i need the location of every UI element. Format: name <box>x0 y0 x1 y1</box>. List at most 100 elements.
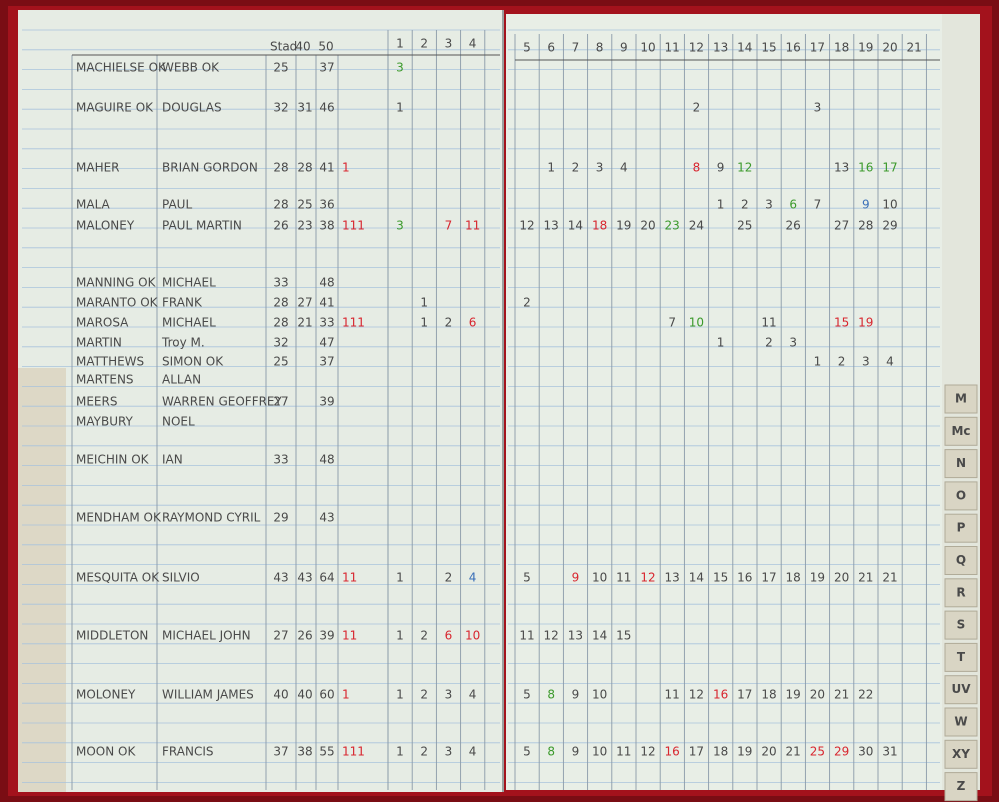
entry: 11 <box>761 316 776 330</box>
value-50: 36 <box>319 198 334 212</box>
index-tab-label[interactable]: XY <box>952 747 970 761</box>
entry: 5 <box>523 745 531 759</box>
column-header: 12 <box>689 41 704 55</box>
index-tab <box>944 707 978 737</box>
column-header: 5 <box>523 41 531 55</box>
column-header: 16 <box>786 41 801 55</box>
entry: 16 <box>858 161 873 175</box>
entry: 3 <box>814 101 822 115</box>
entry: 16 <box>665 745 680 759</box>
value-50: 43 <box>319 511 334 525</box>
value-50: 33 <box>319 316 334 330</box>
entry: 13 <box>665 571 680 585</box>
entry: 20 <box>810 688 825 702</box>
entry: 12 <box>544 629 559 643</box>
entry: 4 <box>620 161 628 175</box>
entry: 30 <box>858 745 873 759</box>
entry: 3 <box>445 745 453 759</box>
index-tab-label[interactable]: M <box>955 392 967 406</box>
given-name: MICHAEL <box>162 276 216 290</box>
index-tab-label[interactable]: W <box>954 715 967 729</box>
entry: 3 <box>862 355 870 369</box>
value-50: 38 <box>319 219 334 233</box>
header-stad: Stad <box>270 40 297 54</box>
entry: 1 <box>814 355 822 369</box>
entry: 7 <box>814 198 822 212</box>
given-name: BRIAN GORDON <box>162 161 258 175</box>
given-name: WEBB OK <box>162 61 220 75</box>
mark: 1 <box>342 688 350 702</box>
stad: 27 <box>273 395 288 409</box>
entry: 19 <box>810 571 825 585</box>
entry: 1 <box>396 688 404 702</box>
index-tab-label[interactable]: T <box>957 650 966 664</box>
column-header: 8 <box>596 41 604 55</box>
entry: 1 <box>396 745 404 759</box>
index-tab-label[interactable]: N <box>956 456 966 470</box>
index-tab-label[interactable]: O <box>956 488 966 502</box>
value-50: 39 <box>319 395 334 409</box>
index-tab-label[interactable]: UV <box>951 682 971 696</box>
entry: 6 <box>789 198 797 212</box>
entry: 4 <box>469 571 477 585</box>
value-40: 43 <box>297 571 312 585</box>
index-tab <box>944 449 978 479</box>
index-tab <box>944 481 978 511</box>
column-header: 14 <box>737 41 752 55</box>
index-tab-label[interactable]: P <box>957 521 966 535</box>
entry: 10 <box>592 571 607 585</box>
entry: 13 <box>544 219 559 233</box>
entry: 10 <box>465 629 480 643</box>
stad: 28 <box>273 316 288 330</box>
entry: 13 <box>568 629 583 643</box>
stad: 25 <box>273 355 288 369</box>
index-tab <box>944 416 978 446</box>
column-header: 3 <box>445 37 453 51</box>
column-header: 21 <box>907 41 922 55</box>
index-tab-label[interactable]: Z <box>957 779 966 793</box>
entry: 19 <box>858 316 873 330</box>
given-name: MICHAEL <box>162 316 216 330</box>
surname: MENDHAM OK <box>76 511 162 525</box>
entry: 5 <box>523 688 531 702</box>
index-tab-label[interactable]: R <box>956 585 965 599</box>
index-tab <box>944 610 978 640</box>
index-tab-label[interactable]: S <box>957 618 966 632</box>
entry: 7 <box>445 219 453 233</box>
column-header: 2 <box>420 37 428 51</box>
entry: 2 <box>445 571 453 585</box>
index-tab-label[interactable]: Q <box>956 553 966 567</box>
index-tab <box>944 513 978 543</box>
mark: 11 <box>342 629 357 643</box>
entry: 16 <box>737 571 752 585</box>
surname: MALONEY <box>76 219 135 233</box>
entry: 3 <box>396 219 404 233</box>
entry: 3 <box>789 336 797 350</box>
entry: 20 <box>640 219 655 233</box>
entry: 1 <box>717 336 725 350</box>
column-header: 18 <box>834 41 849 55</box>
entry: 19 <box>786 688 801 702</box>
index-tab-label[interactable]: Mc <box>951 424 970 438</box>
mark: 111 <box>342 219 365 233</box>
entry: 21 <box>786 745 801 759</box>
entry: 2 <box>420 745 428 759</box>
entry: 2 <box>572 161 580 175</box>
entry: 17 <box>882 161 897 175</box>
entry: 20 <box>834 571 849 585</box>
given-name: SILVIO <box>162 571 200 585</box>
entry: 11 <box>665 688 680 702</box>
column-header: 20 <box>882 41 897 55</box>
index-tab <box>944 772 978 802</box>
surname: MANNING OK <box>76 276 157 290</box>
left-page <box>18 10 502 792</box>
column-header: 9 <box>620 41 628 55</box>
entry: 9 <box>572 571 580 585</box>
value-40: 26 <box>297 629 312 643</box>
given-name: FRANK <box>162 296 203 310</box>
stad: 27 <box>273 629 288 643</box>
entry: 29 <box>834 745 849 759</box>
value-50: 41 <box>319 296 334 310</box>
